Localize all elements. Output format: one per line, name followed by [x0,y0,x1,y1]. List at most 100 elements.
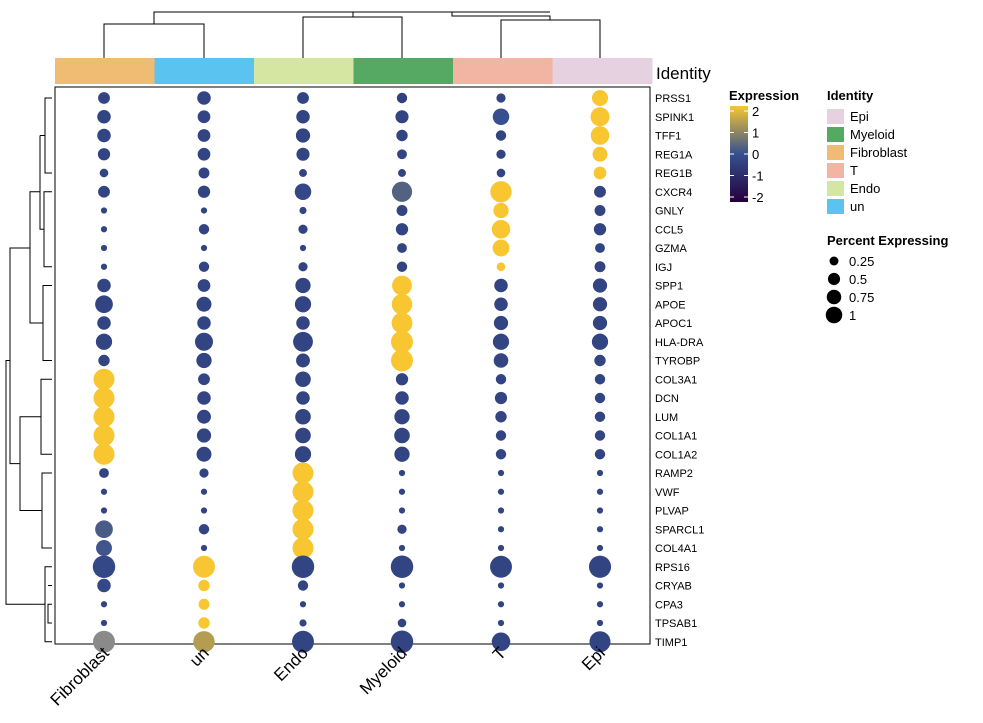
dot-spp1-epi [592,278,608,293]
percent-expressing-legend: Percent Expressing 0.25 0.5 0.75 1 [825,233,948,324]
dot-ramp2-t [497,469,505,477]
gene-label: CCL5 [655,224,683,236]
dot-col4a1-epi [596,544,604,552]
size-legend-label: 0.5 [849,272,867,287]
dot-timp1-myeloid [390,630,414,653]
dot-rps16-endo [291,555,315,578]
dot-spp1-fibroblast [97,278,111,293]
dot-igj-fibroblast [100,263,108,270]
dot-rps16-fibroblast [92,555,116,578]
dot-col3a1-t [495,374,507,385]
dot-lum-fibroblast [93,406,115,428]
size-legend-dot [825,306,843,324]
dot-vwf-endo [292,481,314,503]
dot-dcn-un [197,391,211,405]
dot-col3a1-endo [295,371,311,388]
identity-legend-swatch [827,109,844,124]
dot-reg1a-endo [296,147,310,161]
size-legend-label: 0.75 [849,290,874,305]
annotation-cell-epi [552,58,653,84]
dot-col4a1-myeloid [398,544,406,552]
dot-tpsab1-epi [596,619,604,627]
dots-layer [92,89,612,653]
dot-sparcl1-endo [292,518,314,540]
dot-col3a1-epi [594,374,606,385]
dot-cpa3-myeloid [398,601,406,608]
gene-label: CPA3 [655,599,683,611]
dot-plvap-un [200,507,208,514]
dot-col1a2-myeloid [394,446,410,462]
expression-colorbar [730,106,748,202]
dot-tpsab1-endo [299,619,307,627]
gene-label: SPINK1 [655,112,694,124]
identity-legend-swatch [827,127,844,142]
gene-label: GNLY [655,206,685,218]
dot-hla-dra-fibroblast [95,333,113,350]
annotation-cell-fibroblast [55,58,155,84]
dot-spink1-epi [590,107,610,127]
dot-cxcr4-un [197,185,211,198]
dot-tff1-un [197,129,211,142]
annotation-cell-t [453,58,553,84]
dot-col1a1-fibroblast [93,424,115,447]
dot-gzma-myeloid [397,243,407,253]
gene-label: CRYAB [655,581,692,593]
expression-legend: Expression 2 1 0 -1 -2 [729,88,799,205]
dot-apoc1-t [493,315,509,331]
dot-spp1-myeloid [392,275,412,296]
identity-legend: Identity Epi Myeloid Fibroblast T Endo un [827,88,907,214]
dot-cryab-endo [297,580,309,591]
dot-spp1-un [197,279,211,292]
dot-apoc1-epi [592,315,608,331]
dot-tyrobp-fibroblast [98,354,110,367]
dot-col3a1-myeloid [395,373,409,386]
dot-tyrobp-un [196,352,212,369]
dot-lum-myeloid [394,409,410,425]
dot-rps16-t [490,555,512,578]
identity-legend-swatch [827,145,844,160]
dot-prss1-epi [591,89,609,107]
dot-tff1-myeloid [396,129,408,142]
dot-apoe-fibroblast [95,295,113,314]
dot-ccl5-t [491,219,511,239]
dot-sparcl1-epi [596,526,604,533]
gene-label: COL1A2 [655,449,697,461]
dot-tff1-t [495,130,507,141]
dot-col1a1-t [495,430,507,441]
dot-rps16-epi [588,555,612,578]
dot-gzma-epi [595,243,605,253]
gene-label: SPP1 [655,281,683,293]
dot-spp1-endo [295,277,311,294]
dot-sparcl1-t [497,526,505,533]
dot-tpsab1-un [198,617,210,629]
dot-dcn-fibroblast [93,387,115,409]
expression-tick-label: 2 [752,104,759,119]
identity-legend-label: Fibroblast [850,145,907,160]
dot-apoe-endo [294,296,312,313]
dot-igj-un [198,261,210,272]
dot-cpa3-un [198,598,210,610]
dot-gnly-t [493,202,509,219]
dot-apoe-un [196,296,212,312]
dot-prss1-t [496,93,506,103]
dot-col1a1-epi [594,430,606,441]
column-dendrogram [103,11,601,58]
column-label-myeloid: Myeloid [356,643,411,698]
dot-spink1-un [197,110,211,124]
dot-timp1-un [193,631,215,653]
gene-labels: PRSS1 SPINK1 TFF1 REG1A REG1B CXCR4 GNLY CCL5 GZ… [655,93,704,649]
gene-label: REG1A [655,149,693,161]
dot-spink1-myeloid [395,110,409,124]
dot-vwf-un [200,488,208,495]
gene-label: TFF1 [655,131,681,143]
dot-col1a1-un [196,428,212,443]
dot-gnly-fibroblast [100,207,108,214]
dot-apoe-t [494,297,508,311]
dot-sparcl1-fibroblast [95,520,113,539]
dot-cryab-t [497,582,505,589]
dot-tff1-fibroblast [97,128,111,143]
dot-col1a2-fibroblast [93,443,115,465]
dot-col4a1-endo [292,537,314,559]
dot-tyrobp-endo [296,353,310,368]
identity-legend-title: Identity [827,88,874,103]
